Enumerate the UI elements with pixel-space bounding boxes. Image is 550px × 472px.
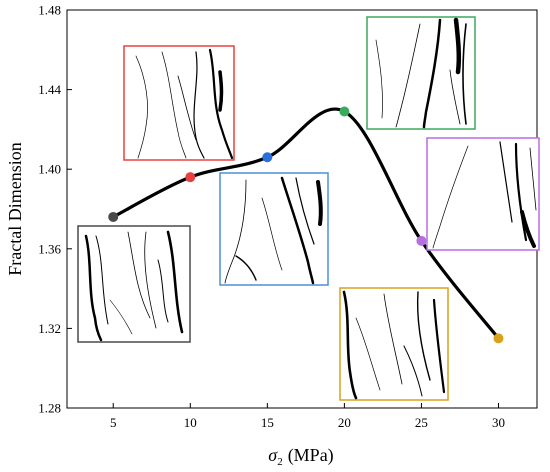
x-tick-label: 10 bbox=[184, 415, 197, 430]
data-points bbox=[108, 106, 504, 344]
data-point bbox=[339, 106, 350, 117]
y-tick-label: 1.36 bbox=[38, 241, 61, 256]
axis-ticks: 5 10 15 20 25 30 1.28 1.32 1.36 1.40 1.44 1.48 bbox=[38, 3, 505, 431]
inset-20mpa bbox=[366, 16, 476, 130]
x-tick-label: 15 bbox=[261, 415, 274, 430]
inset-25mpa bbox=[426, 137, 540, 251]
data-point bbox=[493, 333, 504, 344]
inset-10mpa bbox=[123, 45, 235, 161]
x-tick-label: 25 bbox=[415, 415, 428, 430]
inset-5mpa bbox=[77, 225, 191, 343]
x-axis-title: σ2 (MPa) bbox=[268, 445, 333, 468]
y-tick-label: 1.28 bbox=[38, 401, 61, 416]
y-tick-label: 1.48 bbox=[38, 3, 61, 18]
x-tick-label: 30 bbox=[492, 415, 505, 430]
y-tick-label: 1.32 bbox=[38, 321, 61, 336]
y-axis-title: Fractal Dimension bbox=[5, 142, 25, 275]
y-tick-label: 1.40 bbox=[38, 162, 61, 177]
data-point bbox=[108, 211, 119, 222]
x-tick-label: 5 bbox=[110, 415, 117, 430]
inset-30mpa bbox=[339, 287, 449, 401]
data-point bbox=[416, 235, 427, 246]
data-point bbox=[262, 152, 273, 163]
y-tick-label: 1.44 bbox=[38, 82, 61, 97]
x-tick-label: 20 bbox=[338, 415, 351, 430]
data-point bbox=[185, 172, 196, 183]
inset-15mpa bbox=[219, 172, 329, 286]
